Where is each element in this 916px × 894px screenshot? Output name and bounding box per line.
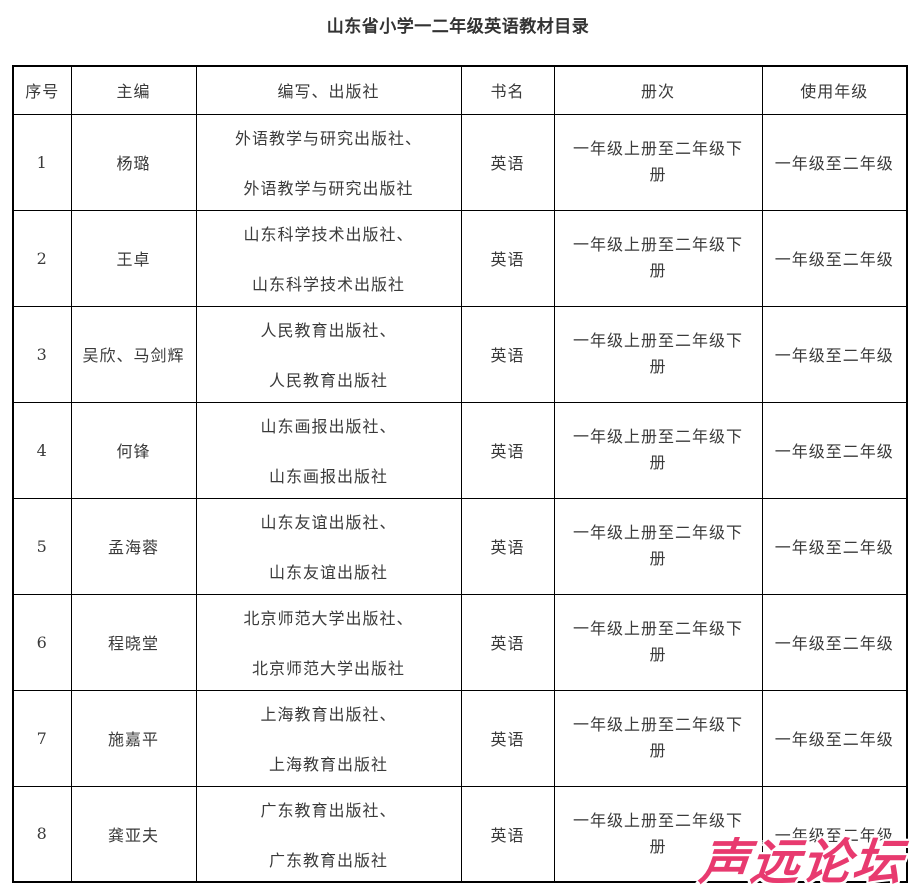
cell-book: 英语 [460,113,555,211]
cell-serial: 5 [12,497,72,595]
volume-line-2: 册 [649,741,667,760]
publisher-writer-line: 山东画报出版社、 [260,417,397,436]
cell-publisher: 上海教育出版社、 上海教育出版社 [195,689,462,787]
table-row: 1 杨璐 外语教学与研究出版社、 外语教学与研究出版社 英语 一年级上册至二年级… [12,113,908,211]
volume-line-2: 册 [649,549,667,568]
cell-book: 英语 [460,689,555,787]
cell-serial: 1 [12,113,72,211]
publisher-writer-line: 山东科学技术出版社、 [243,225,414,244]
column-header-book: 书名 [460,65,555,115]
publisher-press-line: 山东科学技术出版社 [251,275,405,294]
table-row: 8 龚亚夫 广东教育出版社、 广东教育出版社 英语 一年级上册至二年级下 册 一… [12,785,908,883]
cell-grade: 一年级至二年级 [761,785,908,883]
page-title: 山东省小学一二年级英语教材目录 [326,17,590,37]
table-header-row: 序号 主编 编写、出版社 书名 册次 使用年级 [12,65,908,115]
publisher-writer-line: 外语教学与研究出版社、 [234,129,422,148]
cell-book: 英语 [460,209,555,307]
cell-grade: 一年级至二年级 [761,209,908,307]
publisher-press-line: 山东画报出版社 [268,467,388,486]
cell-editor: 施嘉平 [70,689,197,787]
cell-serial: 3 [12,305,72,403]
cell-editor: 王卓 [70,209,197,307]
volume-line-1: 一年级上册至二年级下 [572,331,743,350]
cell-editor: 程晓堂 [70,593,197,691]
cell-book: 英语 [460,593,555,691]
publisher-press-line: 北京师范大学出版社 [251,659,405,678]
cell-publisher: 广东教育出版社、 广东教育出版社 [195,785,462,883]
cell-editor: 孟海蓉 [70,497,197,595]
cell-grade: 一年级至二年级 [761,689,908,787]
cell-publisher: 人民教育出版社、 人民教育出版社 [195,305,462,403]
cell-publisher: 山东友谊出版社、 山东友谊出版社 [195,497,462,595]
volume-line-1: 一年级上册至二年级下 [572,523,743,542]
cell-volume: 一年级上册至二年级下 册 [553,305,763,403]
cell-book: 英语 [460,497,555,595]
cell-editor: 何锋 [70,401,197,499]
table-row: 4 何锋 山东画报出版社、 山东画报出版社 英语 一年级上册至二年级下 册 一年… [12,401,908,499]
volume-line-1: 一年级上册至二年级下 [572,715,743,734]
cell-volume: 一年级上册至二年级下 册 [553,497,763,595]
column-header-publisher: 编写、出版社 [195,65,462,115]
cell-serial: 4 [12,401,72,499]
column-header-editor: 主编 [70,65,197,115]
publisher-press-line: 广东教育出版社 [268,850,388,870]
volume-line-2: 册 [649,645,667,664]
cell-grade: 一年级至二年级 [761,401,908,499]
table-row: 5 孟海蓉 山东友谊出版社、 山东友谊出版社 英语 一年级上册至二年级下 册 一… [12,497,908,595]
volume-line-1: 一年级上册至二年级下 [572,810,743,830]
cell-serial: 7 [12,689,72,787]
table-row: 6 程晓堂 北京师范大学出版社、 北京师范大学出版社 英语 一年级上册至二年级下… [12,593,908,691]
cell-volume: 一年级上册至二年级下 册 [553,113,763,211]
publisher-press-line: 上海教育出版社 [268,755,388,774]
textbook-catalog-table: 序号 主编 编写、出版社 书名 册次 使用年级 1 杨璐 外语教学与研究出版社、… [12,65,908,883]
publisher-writer-line: 北京师范大学出版社、 [243,609,414,628]
volume-line-1: 一年级上册至二年级下 [572,427,743,446]
cell-book: 英语 [460,401,555,499]
publisher-writer-line: 人民教育出版社、 [260,321,397,340]
cell-volume: 一年级上册至二年级下 册 [553,785,763,883]
table-row: 3 吴欣、马剑辉 人民教育出版社、 人民教育出版社 英语 一年级上册至二年级下 … [12,305,908,403]
volume-line-2: 册 [649,165,667,184]
cell-book: 英语 [460,785,555,883]
volume-line-1: 一年级上册至二年级下 [572,235,743,254]
cell-grade: 一年级至二年级 [761,113,908,211]
publisher-press-line: 外语教学与研究出版社 [243,179,414,198]
table-row: 2 王卓 山东科学技术出版社、 山东科学技术出版社 英语 一年级上册至二年级下 … [12,209,908,307]
cell-book: 英语 [460,305,555,403]
cell-publisher: 山东画报出版社、 山东画报出版社 [195,401,462,499]
table-row: 7 施嘉平 上海教育出版社、 上海教育出版社 英语 一年级上册至二年级下 册 一… [12,689,908,787]
volume-line-2: 册 [649,357,667,376]
publisher-press-line: 人民教育出版社 [268,371,388,390]
cell-publisher: 外语教学与研究出版社、 外语教学与研究出版社 [195,113,462,211]
cell-editor: 龚亚夫 [70,785,197,883]
volume-line-1: 一年级上册至二年级下 [572,619,743,638]
cell-grade: 一年级至二年级 [761,305,908,403]
column-header-volume: 册次 [553,65,763,115]
column-header-serial: 序号 [12,65,72,115]
cell-grade: 一年级至二年级 [761,497,908,595]
volume-line-2: 册 [649,836,667,856]
cell-volume: 一年级上册至二年级下 册 [553,689,763,787]
cell-editor: 杨璐 [70,113,197,211]
column-header-grade: 使用年级 [761,65,908,115]
cell-editor: 吴欣、马剑辉 [70,305,197,403]
publisher-writer-line: 广东教育出版社、 [260,800,397,820]
cell-volume: 一年级上册至二年级下 册 [553,401,763,499]
cell-publisher: 北京师范大学出版社、 北京师范大学出版社 [195,593,462,691]
cell-serial: 8 [12,785,72,883]
cell-serial: 2 [12,209,72,307]
cell-serial: 6 [12,593,72,691]
volume-line-2: 册 [649,261,667,280]
volume-line-2: 册 [649,453,667,472]
publisher-press-line: 山东友谊出版社 [268,563,388,582]
cell-volume: 一年级上册至二年级下 册 [553,593,763,691]
publisher-writer-line: 上海教育出版社、 [260,705,397,724]
publisher-writer-line: 山东友谊出版社、 [260,513,397,532]
forum-watermark-logo: 声远论坛 [696,834,907,891]
cell-grade: 一年级至二年级 [761,593,908,691]
volume-line-1: 一年级上册至二年级下 [572,139,743,158]
cell-publisher: 山东科学技术出版社、 山东科学技术出版社 [195,209,462,307]
cell-volume: 一年级上册至二年级下 册 [553,209,763,307]
